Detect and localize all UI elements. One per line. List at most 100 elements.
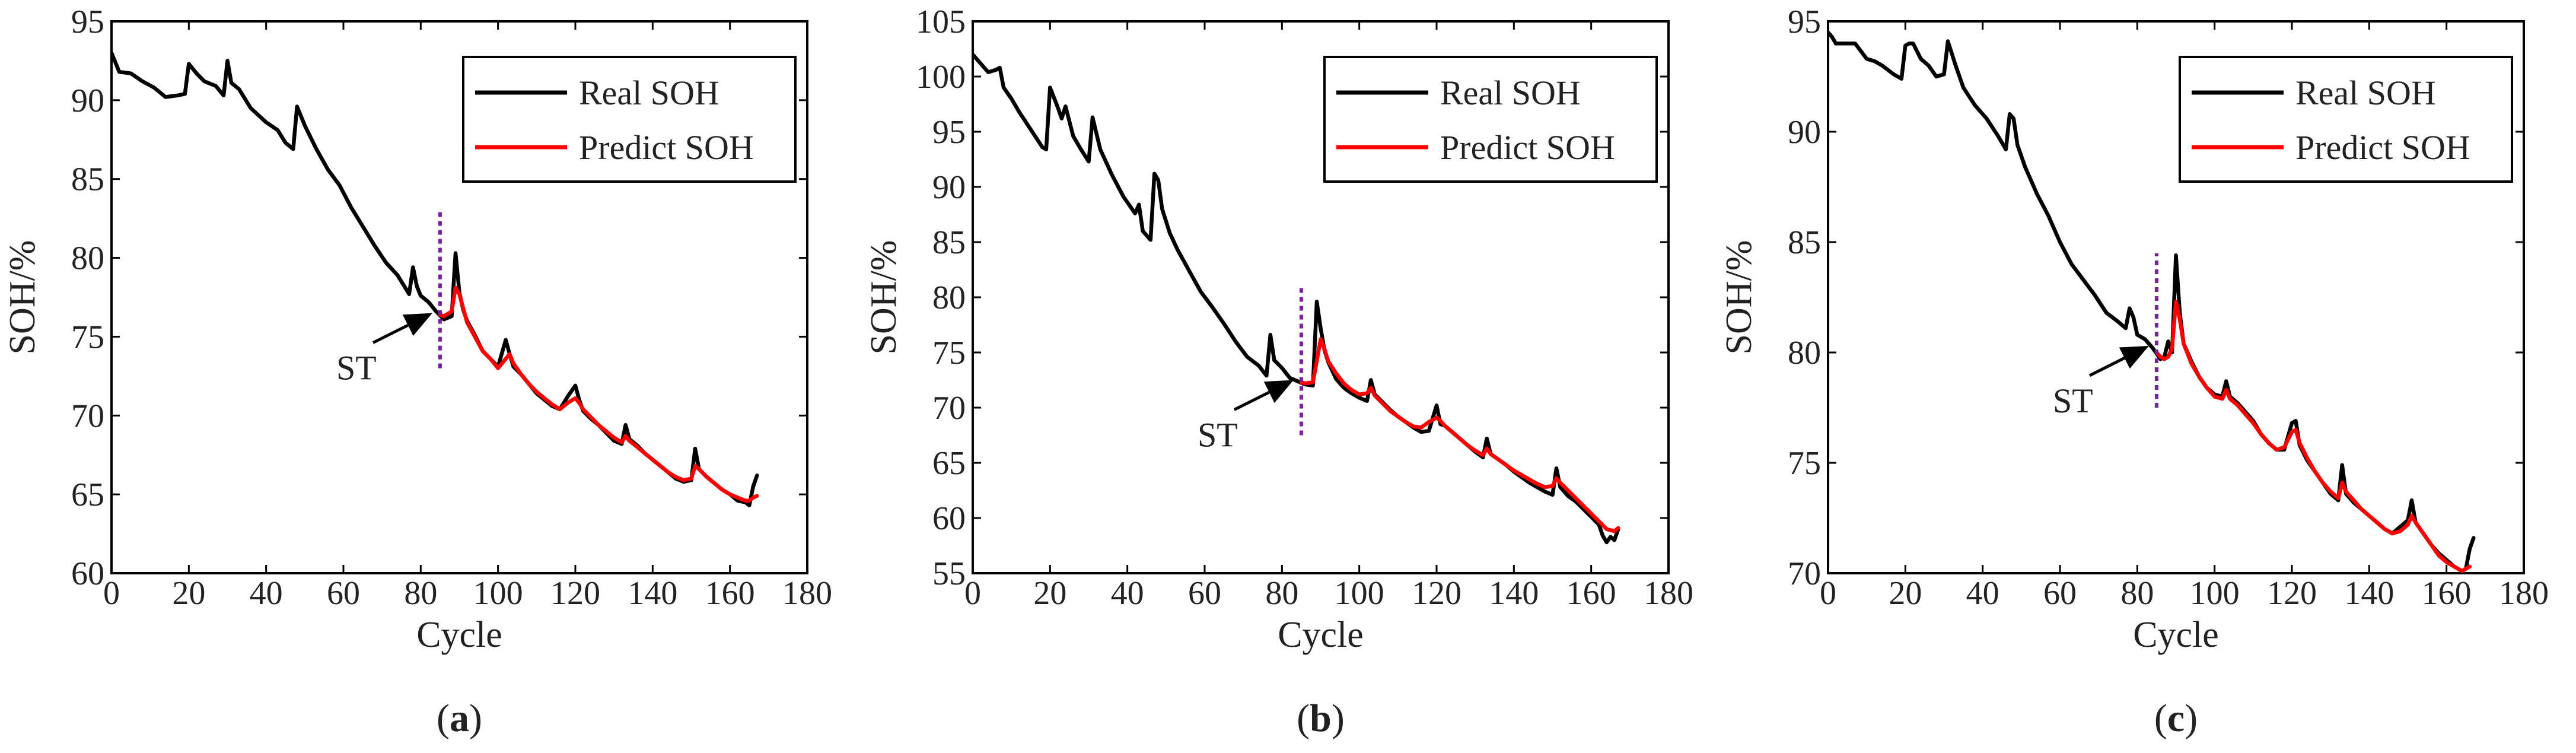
x-tick-label: 60 [1188,575,1221,612]
panel-label: (c) [2154,697,2198,740]
start-label: ST [1198,416,1238,455]
y-tick-label: 60 [71,555,104,592]
y-tick-label: 80 [932,279,966,316]
legend-label-real-soh: Real SOH [579,74,719,112]
panel-label-open: ( [437,697,450,740]
y-axis-label: SOH/% [2,240,43,355]
x-tick-label: 140 [2344,575,2394,612]
x-tick-label: 140 [628,575,677,612]
panel-label: (b) [1297,697,1345,740]
panel-label-open: ( [1297,697,1310,740]
x-tick-label: 120 [2267,575,2317,612]
series-group [112,50,759,507]
x-tick-label: 40 [1966,575,1999,612]
x-tick-label: 120 [550,575,600,612]
legend-label-real-soh: Real SOH [1440,74,1581,112]
y-tick-label: 80 [71,240,104,277]
legend-box [2179,56,2513,183]
series-line-predict-soh [2154,300,2472,573]
x-tick-label: 180 [1644,575,1693,612]
y-tick-label: 65 [71,476,104,513]
x-tick-label: 100 [2190,575,2240,612]
y-tick-label: 75 [932,335,966,371]
x-tick-label: 20 [1033,575,1066,612]
series-line-predict-soh [438,285,759,503]
chart-panel-c: 0 20 40 60 80 100 120 140 160 180 70 75 80 85 90 95 Cycl… [1719,4,2549,740]
x-tick-label: 160 [705,575,755,612]
y-tick-label: 70 [932,390,966,427]
start-arrow-head [1263,380,1294,403]
x-tick-label: 100 [1335,575,1384,612]
x-tick-label: 140 [1489,575,1539,612]
y-tick-label: 90 [1788,114,1821,151]
legend: Real SOH Predict SOH [1323,56,1658,183]
y-tick-label: 70 [1788,555,1821,592]
panel-label-open: ( [2154,697,2167,740]
legend-label-predict-soh: Predict SOH [1440,128,1615,167]
panel-label: (a) [437,697,482,740]
chart-panel-a: 0 20 40 60 80 100 120 140 160 180 60 65 70 75 80 85 90 95… [2,4,832,740]
y-tick-label: 85 [1788,224,1821,261]
y-tick-label: 95 [71,4,104,40]
panel-label-letter: c [2167,697,2185,740]
legend-box [1323,56,1658,183]
panel-label-close: ) [1332,697,1345,740]
x-tick-label: 180 [782,575,832,612]
y-tick-label: 90 [932,169,966,206]
start-arrow-shaft [372,323,409,344]
x-tick-label: 180 [2499,575,2549,612]
y-tick-label: 60 [932,500,966,537]
series-group [973,52,1620,545]
legend-label-predict-soh: Predict SOH [579,128,754,167]
y-tick-label: 100 [916,59,966,96]
y-axis-label: SOH/% [864,240,904,355]
start-arrow-shaft [1233,390,1270,411]
series-group [1828,30,2476,573]
legend-box [462,56,797,183]
x-tick-label: 100 [473,575,523,612]
panel-label-close: ) [2185,697,2198,740]
x-tick-label: 0 [964,575,981,612]
x-tick-label: 80 [1265,575,1298,612]
x-tick-label: 40 [1111,575,1144,612]
x-tick-label: 160 [2422,575,2472,612]
y-tick-label: 80 [1788,335,1821,371]
y-tick-label: 95 [932,114,966,151]
start-label: ST [336,349,377,387]
x-tick-label: 80 [404,575,437,612]
y-tick-label: 65 [932,445,966,482]
y-tick-label: 75 [1788,445,1821,482]
legend-label-real-soh: Real SOH [2295,74,2436,112]
panel-label-letter: b [1310,697,1332,740]
x-axis-label: Cycle [1278,615,1364,655]
start-label: ST [2053,382,2093,420]
series-line-real-soh [973,52,1620,545]
x-tick-label: 0 [103,575,120,612]
y-tick-label: 105 [916,4,966,40]
y-tick-label: 70 [71,398,104,434]
panel-label-letter: a [450,697,469,740]
y-tick-label: 85 [71,161,104,198]
series-line-predict-soh [1299,337,1620,533]
x-tick-label: 60 [2043,575,2077,612]
panel-label-close: ) [469,697,482,740]
y-tick-label: 75 [71,319,104,355]
y-tick-label: 55 [932,555,966,592]
y-tick-label: 95 [1788,4,1821,40]
start-arrow-head [2119,345,2149,369]
x-tick-label: 0 [1820,575,1836,612]
x-tick-label: 120 [1412,575,1461,612]
x-tick-label: 60 [327,575,360,612]
plot-frame [1827,20,2525,574]
y-tick-label: 90 [71,82,104,119]
y-axis-label: SOH/% [1719,240,1759,355]
x-tick-label: 20 [1889,575,1922,612]
x-axis-label: Cycle [416,615,502,655]
legend-label-predict-soh: Predict SOH [2295,128,2470,167]
start-arrow-shaft [2088,357,2125,377]
legend: Real SOH Predict SOH [462,56,797,183]
plot-frame [110,20,808,574]
legend: Real SOH Predict SOH [2179,56,2513,183]
x-tick-label: 20 [172,575,205,612]
